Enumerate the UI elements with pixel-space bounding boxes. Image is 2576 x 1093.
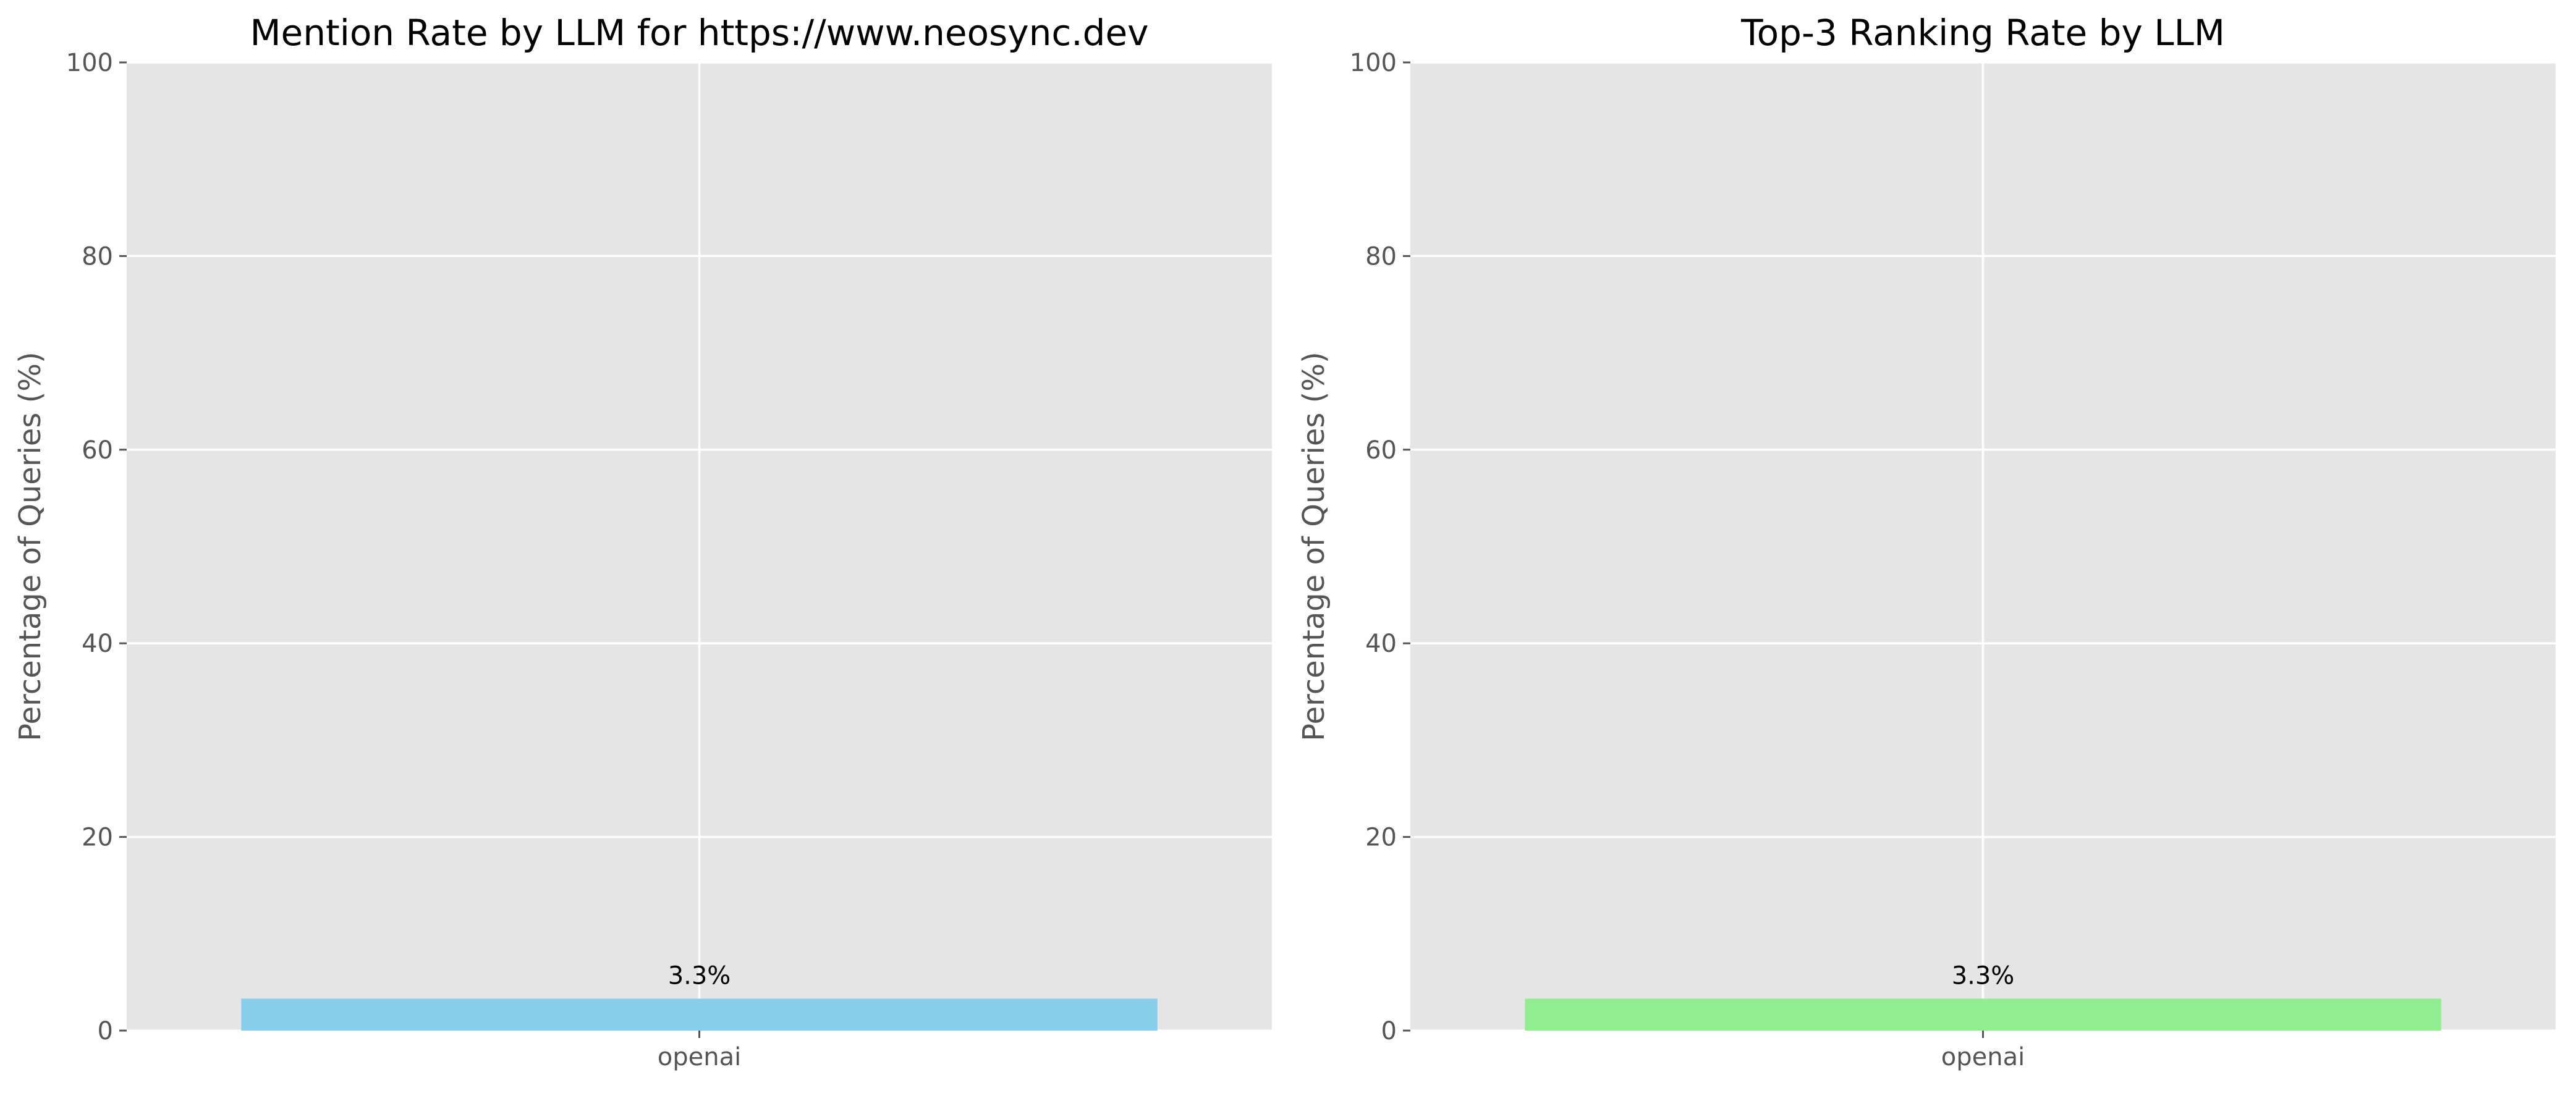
y-axis-label: Percentage of Queries (%) — [13, 352, 48, 741]
bar-openai — [241, 998, 1158, 1031]
y-axis-label: Percentage of Queries (%) — [1297, 352, 1331, 741]
bar-value-label: 3.3% — [668, 961, 731, 990]
chart-title: Mention Rate by LLM for https://www.neos… — [250, 12, 1148, 54]
y-tick-label: 0 — [98, 1017, 113, 1045]
y-tick-label: 60 — [82, 436, 113, 465]
x-tick-label: openai — [658, 1043, 741, 1071]
chart-panel-top3-rate: 0 20 40 60 80 100 3.3% openai Percentage of Quer… — [1297, 12, 2556, 1071]
y-tick-label: 80 — [82, 242, 113, 271]
y-tick-label: 80 — [1365, 242, 1397, 271]
y-tick-label: 40 — [82, 630, 113, 658]
chart-title: Top-3 Ranking Rate by LLM — [1740, 12, 2225, 54]
y-tick-label: 0 — [1381, 1017, 1397, 1045]
y-tick-label: 20 — [1365, 824, 1397, 852]
y-tick-label: 40 — [1365, 630, 1397, 658]
bar-openai — [1525, 998, 2441, 1031]
chart-panel-mention-rate: 0 20 40 60 80 100 3.3% openai Percentage of Quer… — [13, 12, 1272, 1071]
y-tick-label: 60 — [1365, 436, 1397, 465]
bar-value-label: 3.3% — [1952, 961, 2015, 990]
y-tick-label: 100 — [66, 49, 113, 77]
x-tick-label: openai — [1941, 1043, 2025, 1071]
y-tick-label: 100 — [1350, 49, 1397, 77]
y-tick-label: 20 — [82, 824, 113, 852]
